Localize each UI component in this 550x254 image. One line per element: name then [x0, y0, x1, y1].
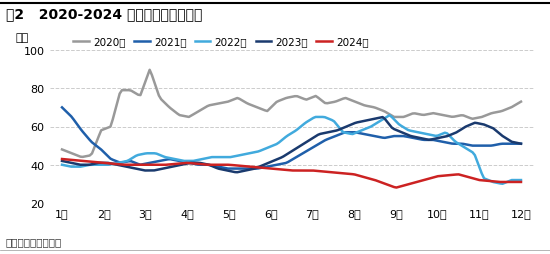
2021年	[77, 128, 84, 131]
2020年	[185, 116, 192, 119]
2020年	[146, 69, 153, 72]
Line: 2021年: 2021年	[62, 108, 521, 169]
2021年	[181, 161, 188, 164]
2022年	[86, 164, 93, 167]
2020年	[89, 152, 95, 155]
2023年	[518, 142, 524, 146]
2021年	[518, 142, 524, 146]
2024年	[518, 181, 524, 184]
2020年	[79, 156, 86, 159]
Text: 图2   2020-2024 年江苏甲醇库存对比: 图2 2020-2024 年江苏甲醇库存对比	[6, 7, 202, 21]
2020年	[77, 155, 84, 158]
2021年	[144, 162, 151, 165]
2023年	[483, 124, 490, 128]
2023年	[77, 164, 84, 167]
2024年	[86, 160, 93, 163]
2023年	[379, 116, 386, 119]
Line: 2022年: 2022年	[62, 116, 521, 184]
2022年	[181, 160, 188, 163]
2020年	[483, 114, 490, 117]
2023年	[144, 169, 151, 172]
2021年	[86, 139, 93, 142]
Text: 万吨: 万吨	[15, 33, 29, 43]
2024年	[59, 158, 65, 161]
2023年	[181, 163, 188, 166]
2021年	[225, 167, 232, 170]
2020年	[148, 74, 155, 77]
2023年	[234, 171, 240, 174]
2022年	[77, 166, 84, 169]
2022年	[144, 152, 151, 155]
Text: 数据来源：卓创资讯: 数据来源：卓创资讯	[6, 236, 62, 246]
Line: 2024年: 2024年	[62, 160, 521, 188]
2022年	[499, 183, 506, 186]
2024年	[77, 160, 84, 163]
2020年	[499, 110, 506, 113]
2022年	[481, 177, 487, 180]
Line: 2020年: 2020年	[62, 71, 521, 157]
2021年	[497, 143, 504, 146]
2024年	[144, 164, 151, 167]
2024年	[393, 186, 400, 189]
2020年	[59, 148, 65, 151]
2021年	[59, 106, 65, 109]
Line: 2023年: 2023年	[62, 118, 521, 172]
2021年	[481, 145, 487, 148]
2022年	[386, 114, 393, 117]
2023年	[59, 160, 65, 163]
2022年	[59, 164, 65, 167]
2023年	[86, 164, 93, 167]
2024年	[497, 181, 504, 184]
2020年	[518, 101, 524, 104]
2023年	[499, 135, 506, 138]
Legend: 2020年, 2021年, 2022年, 2023年, 2024年: 2020年, 2021年, 2022年, 2023年, 2024年	[69, 33, 373, 51]
2024年	[181, 162, 188, 165]
2024年	[481, 179, 487, 182]
2022年	[497, 182, 504, 185]
2022年	[518, 179, 524, 182]
